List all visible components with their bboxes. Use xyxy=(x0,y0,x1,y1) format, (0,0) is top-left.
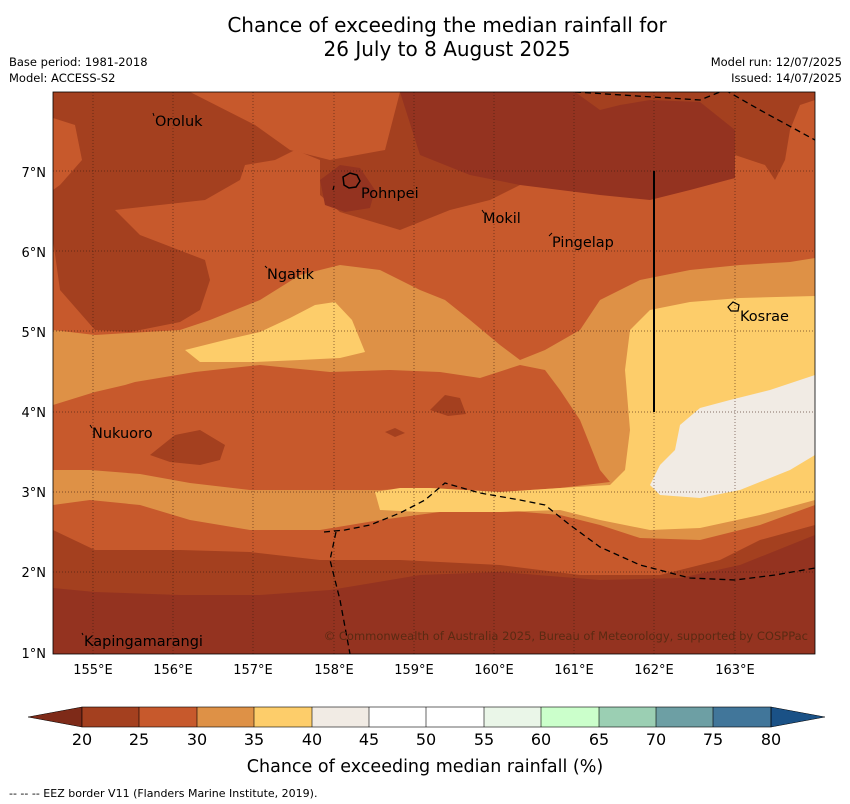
lon-tick-label: 155°E xyxy=(73,663,113,678)
place-label-pohnpei: Pohnpei xyxy=(361,186,419,202)
pohnpei-reef-icon xyxy=(332,185,335,191)
mokil-atoll-icon xyxy=(481,209,485,214)
colorbar-tick-label: 65 xyxy=(589,730,609,749)
colorbar-bin xyxy=(82,707,139,727)
lat-tick-label: 6°N xyxy=(22,246,47,261)
colorbar-bin xyxy=(426,707,484,727)
lon-tick-label: 163°E xyxy=(715,663,755,678)
colorbar-tick-label: 70 xyxy=(646,730,666,749)
longitude-ticks: 155°E 156°E 157°E 158°E 159°E 160°E 161°… xyxy=(73,663,755,678)
colorbar-tick-label: 75 xyxy=(703,730,723,749)
colorbar-bin xyxy=(599,707,656,727)
colorbar-bin xyxy=(139,707,197,727)
colorbar-low-extension xyxy=(27,706,83,728)
lat-tick-label: 5°N xyxy=(22,326,47,341)
region-lt20 xyxy=(400,92,735,200)
colorbar: 20 25 30 35 40 45 50 55 60 65 70 75 80 C… xyxy=(27,706,826,777)
colorbar-bin xyxy=(484,707,541,727)
oroluk-atoll-icon xyxy=(152,112,155,117)
lat-tick-label: 3°N xyxy=(22,486,47,501)
model-run: Model run: 12/07/2025 xyxy=(710,55,842,69)
rainfall-field xyxy=(53,92,815,654)
lon-tick-label: 162°E xyxy=(634,663,674,678)
colorbar-bin xyxy=(312,707,369,727)
place-label-ngatik: Ngatik xyxy=(267,267,315,283)
region-35-40 xyxy=(185,302,365,362)
colorbar-bin xyxy=(197,707,254,727)
colorbar-tick-label: 50 xyxy=(416,730,436,749)
nukuoro-atoll-icon xyxy=(89,424,93,429)
colorbar-tick-label: 20 xyxy=(72,730,92,749)
region-20-25 xyxy=(150,430,225,465)
colorbar-tick-label: 55 xyxy=(474,730,494,749)
graticule xyxy=(53,92,815,654)
region-lt20 xyxy=(53,535,815,654)
pohnpei-island-icon xyxy=(342,172,361,189)
colorbar-bin xyxy=(254,707,312,727)
model-name: Model: ACCESS-S2 xyxy=(9,71,116,85)
colorbar-tick-label: 25 xyxy=(129,730,149,749)
colorbar-bin xyxy=(656,707,713,727)
place-label-mokil: Mokil xyxy=(483,211,521,227)
place-label-kosrae: Kosrae xyxy=(740,309,789,325)
colorbar-bin xyxy=(541,707,599,727)
region-25-30 xyxy=(190,92,400,160)
colorbar-title: Chance of exceeding median rainfall (%) xyxy=(247,757,603,777)
region-20-25 xyxy=(385,428,405,437)
lon-tick-label: 160°E xyxy=(474,663,514,678)
place-label-kapingamarangi: Kapingamarangi xyxy=(84,634,203,650)
eez-footnote: -- -- -- EEZ border V11 (Flanders Marine… xyxy=(9,787,317,800)
colorbar-tick-label: 60 xyxy=(531,730,551,749)
place-label-nukuoro: Nukuoro xyxy=(92,426,153,442)
colorbar-high-extension xyxy=(770,706,826,728)
lon-tick-label: 156°E xyxy=(153,663,193,678)
chart-title-line2: 26 July to 8 August 2025 xyxy=(323,37,571,61)
region-20-25 xyxy=(430,395,466,416)
colorbar-tick-label: 40 xyxy=(302,730,322,749)
lon-tick-label: 161°E xyxy=(554,663,594,678)
colorbar-bin xyxy=(369,707,426,727)
region-40-45 xyxy=(650,375,815,498)
pingelap-atoll-icon xyxy=(548,232,553,237)
issued-date: Issued: 14/07/2025 xyxy=(731,71,842,85)
map-frame xyxy=(52,91,816,655)
lat-tick-label: 4°N xyxy=(22,406,47,421)
base-period: Base period: 1981-2018 xyxy=(9,55,148,69)
lat-tick-label: 1°N xyxy=(22,647,47,662)
colorbar-tick-label: 30 xyxy=(187,730,207,749)
colorbar-tick-label: 80 xyxy=(761,730,781,749)
colorbar-frame xyxy=(81,706,772,728)
kapingamarangi-atoll-icon xyxy=(81,632,84,636)
region-25-30 xyxy=(53,118,82,190)
lat-tick-label: 2°N xyxy=(22,566,47,581)
copyright-notice: © Commonwealth of Australia 2025, Bureau… xyxy=(324,629,808,643)
colorbar-tick-label: 35 xyxy=(244,730,264,749)
place-label-pingelap: Pingelap xyxy=(552,235,614,251)
lat-tick-label: 7°N xyxy=(22,166,47,181)
latitude-ticks: 1°N 2°N 3°N 4°N 5°N 6°N 7°N xyxy=(22,166,47,662)
colorbar-tick-label: 45 xyxy=(359,730,379,749)
ngatik-atoll-icon xyxy=(264,265,268,269)
eez-border xyxy=(323,92,815,654)
lon-tick-label: 157°E xyxy=(233,663,273,678)
lon-tick-label: 158°E xyxy=(314,663,354,678)
place-label-oroluk: Oroluk xyxy=(155,114,203,130)
chart-title-line1: Chance of exceeding the median rainfall … xyxy=(227,13,667,37)
kosrae-island-icon xyxy=(727,301,740,312)
lon-tick-label: 159°E xyxy=(394,663,434,678)
colorbar-bin xyxy=(713,707,771,727)
